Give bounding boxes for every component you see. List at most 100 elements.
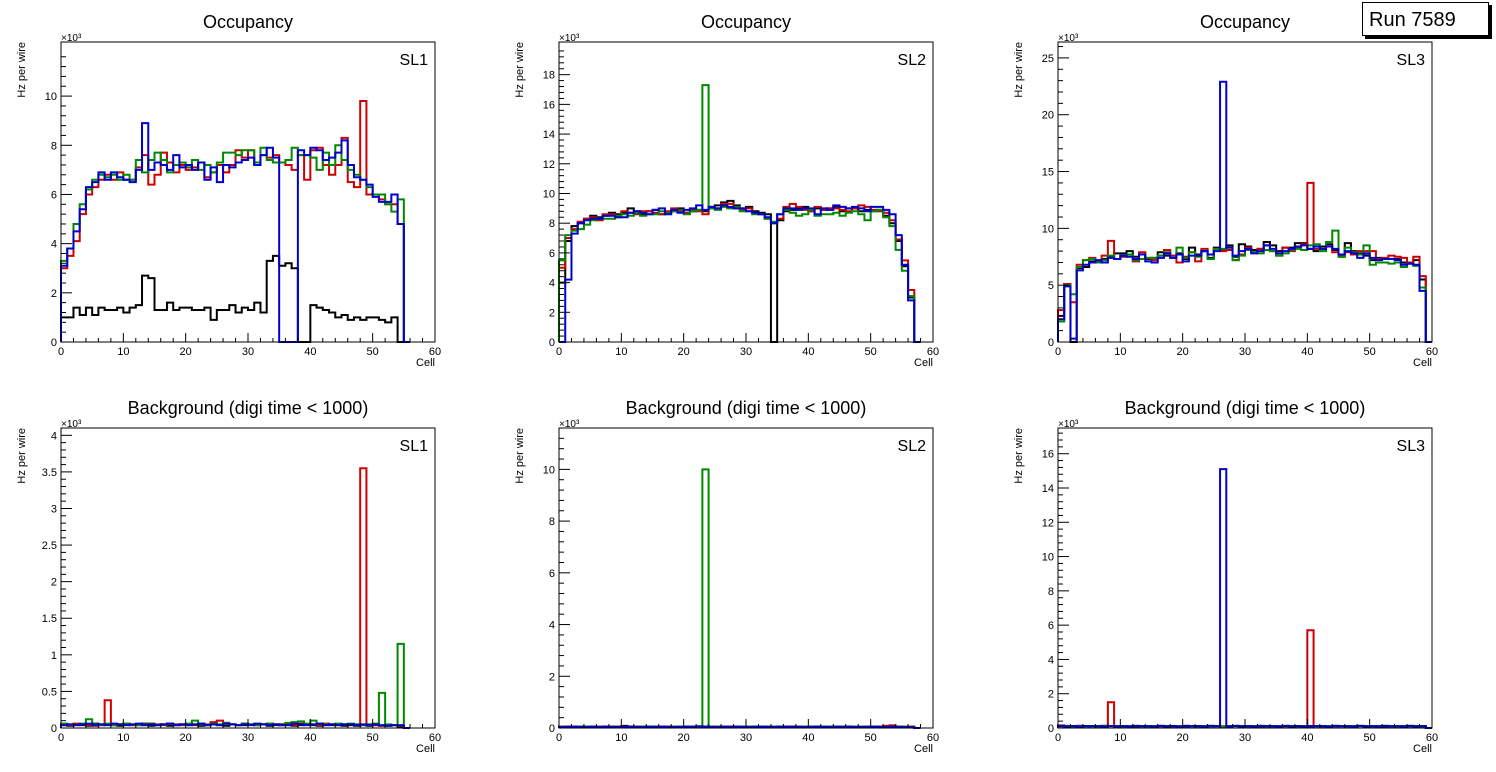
y-tick-label: 15: [1042, 167, 1054, 179]
y-exponent-label: ×10³: [61, 419, 82, 430]
panel-title: Background (digi time < 1000): [128, 398, 369, 418]
y-tick-label: 8: [1048, 586, 1054, 598]
histogram-series-green: [60, 642, 411, 729]
y-tick-label: 4: [1048, 654, 1054, 666]
x-tick-label: 10: [1114, 732, 1126, 744]
x-tick-label: 30: [242, 346, 254, 358]
y-tick-label: 10: [1042, 223, 1054, 235]
y-tick-label: 2: [549, 307, 555, 319]
x-tick-label: 30: [1239, 346, 1251, 358]
x-tick-label: 0: [1055, 346, 1061, 358]
y-tick-label: 6: [51, 189, 57, 201]
y-tick-label: 0: [1048, 337, 1054, 349]
panel-title: Occupancy: [1200, 12, 1290, 32]
y-tick-label: 4: [549, 620, 555, 632]
y-tick-label: 0: [549, 723, 555, 735]
x-axis-label: Cell: [914, 743, 933, 755]
x-tick-label: 60: [429, 732, 441, 744]
y-tick-label: 10: [45, 91, 57, 103]
y-tick-label: 0: [51, 337, 57, 349]
x-tick-label: 50: [367, 346, 379, 358]
histogram-series-black: [60, 254, 411, 343]
histogram-series-green: [558, 84, 921, 343]
y-tick-label: 0: [549, 337, 555, 349]
x-tick-label: 10: [117, 346, 129, 358]
y-tick-label: 10: [543, 188, 555, 200]
x-tick-label: 20: [180, 732, 192, 744]
histogram-series-red: [558, 202, 921, 343]
y-exponent-label: ×10³: [61, 33, 82, 44]
y-tick-label: 8: [549, 516, 555, 528]
y-axis-label: Hz per wire: [514, 428, 526, 484]
y-tick-label: 0: [1048, 723, 1054, 735]
y-tick-label: 1: [51, 650, 57, 662]
plot-frame: [558, 427, 934, 729]
histogram-series-blue: [1057, 80, 1432, 343]
y-tick-label: 10: [543, 464, 555, 476]
x-tick-label: 30: [740, 732, 752, 744]
x-tick-label: 30: [1239, 732, 1251, 744]
x-axis-label: Cell: [1413, 743, 1432, 755]
superlayer-label: SL1: [400, 52, 429, 69]
x-tick-label: 20: [180, 346, 192, 358]
x-tick-label: 10: [117, 732, 129, 744]
y-axis-label: Hz per wire: [514, 42, 526, 98]
x-axis-label: Cell: [1413, 357, 1432, 369]
plot-frame: [1057, 427, 1433, 729]
y-tick-label: 0: [51, 723, 57, 735]
x-tick-label: 30: [740, 346, 752, 358]
x-tick-label: 50: [1364, 346, 1376, 358]
x-tick-label: 40: [1301, 732, 1313, 744]
x-tick-label: 60: [927, 732, 939, 744]
x-tick-label: 40: [1301, 346, 1313, 358]
histogram-series-black: [558, 199, 921, 343]
x-tick-label: 20: [678, 732, 690, 744]
y-exponent-label: ×10³: [1058, 419, 1079, 430]
histogram-series-blue: [60, 122, 411, 343]
x-tick-label: 50: [865, 732, 877, 744]
x-tick-label: 10: [615, 346, 627, 358]
x-tick-label: 20: [1177, 346, 1189, 358]
x-axis-label: Cell: [416, 743, 435, 755]
y-tick-label: 12: [543, 159, 555, 171]
y-tick-label: 4: [51, 430, 57, 442]
x-tick-label: 20: [1177, 732, 1189, 744]
x-tick-label: 40: [802, 732, 814, 744]
histogram-series-red: [1057, 629, 1432, 729]
y-tick-label: 16: [1042, 449, 1054, 461]
superlayer-label: SL2: [898, 438, 927, 455]
y-exponent-label: ×10³: [559, 33, 580, 44]
x-tick-label: 0: [58, 732, 64, 744]
x-tick-label: 60: [429, 346, 441, 358]
y-exponent-label: ×10³: [1058, 33, 1079, 44]
y-tick-label: 6: [549, 568, 555, 580]
y-tick-label: 8: [51, 140, 57, 152]
plot-frame: [1057, 41, 1433, 343]
y-axis-label: Hz per wire: [1013, 42, 1025, 98]
x-tick-label: 10: [1114, 346, 1126, 358]
y-tick-label: 6: [1048, 620, 1054, 632]
y-tick-label: 2: [549, 671, 555, 683]
y-tick-label: 8: [549, 218, 555, 230]
histogram-series-green: [60, 144, 411, 343]
x-tick-label: 50: [367, 732, 379, 744]
y-tick-label: 5: [1048, 280, 1054, 292]
x-tick-label: 0: [556, 346, 562, 358]
y-tick-label: 4: [51, 239, 57, 251]
panel-title: Occupancy: [203, 12, 293, 32]
superlayer-label: SL2: [898, 52, 927, 69]
y-axis-label: Hz per wire: [16, 428, 28, 484]
histogram-series-red: [60, 467, 411, 729]
x-tick-label: 60: [1426, 346, 1438, 358]
y-tick-label: 6: [549, 248, 555, 260]
x-tick-label: 40: [802, 346, 814, 358]
y-tick-label: 2: [51, 288, 57, 300]
panel-title: Occupancy: [701, 12, 791, 32]
y-tick-label: 1.5: [42, 613, 57, 625]
y-tick-label: 16: [543, 99, 555, 111]
superlayer-label: SL1: [400, 438, 429, 455]
histogram-series-green: [558, 468, 921, 729]
plot-frame: [558, 41, 934, 343]
x-tick-label: 50: [1364, 732, 1376, 744]
